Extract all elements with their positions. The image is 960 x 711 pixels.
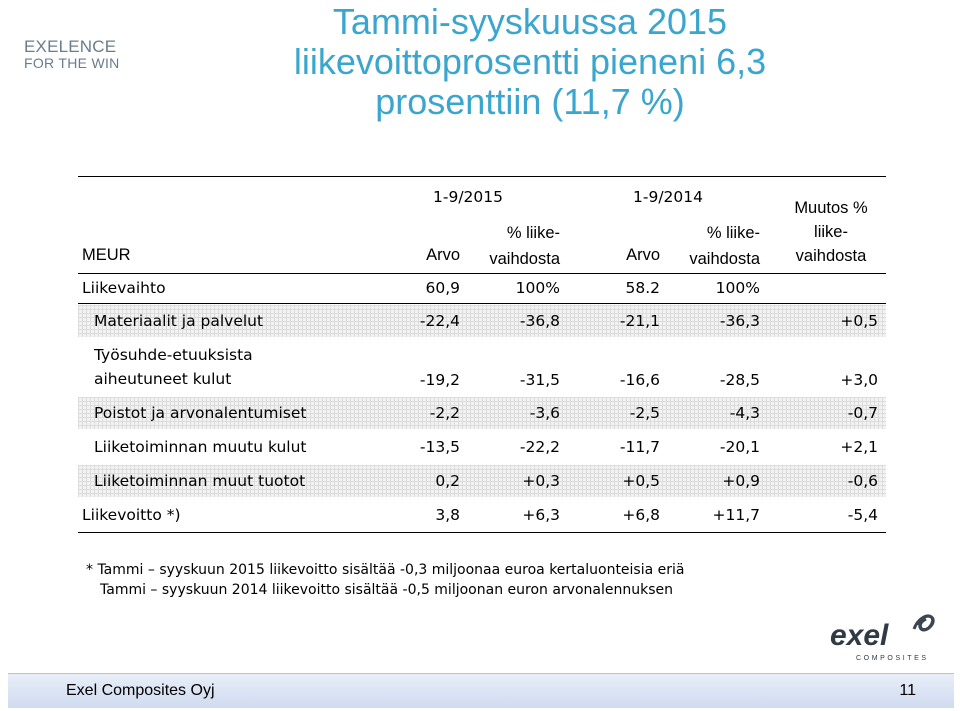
logo-sub: COMPOSITES	[856, 655, 929, 662]
table-row: Materiaalit ja palvelut -22,4 -36,8 -21,…	[78, 305, 886, 337]
row-label: Poistot ja arvonalentumiset	[94, 404, 307, 422]
pct-header-2014-l2: vaihdosta	[689, 250, 760, 268]
value-2014: 58.2	[625, 279, 660, 297]
value-2015: -13,5	[419, 438, 460, 456]
pct-2014: 100%	[715, 279, 760, 297]
row-label: Liikevaihto	[82, 279, 166, 297]
change-pct: +0,5	[840, 312, 878, 330]
pct-header-2014: % liike- vaihdosta	[668, 220, 760, 272]
brand-logo: EXELENCE FOR THE WIN	[24, 38, 120, 72]
pct-header-2014-l1: % liike-	[706, 224, 760, 242]
value-2015: -22,4	[419, 312, 460, 330]
arvo-header-2015: Arvo	[426, 246, 460, 264]
change-pct: +2,1	[840, 438, 878, 456]
pct-2014: -4,3	[729, 404, 760, 422]
pct-header-2015-l2: vaihdosta	[489, 250, 560, 268]
row-label: Liiketoiminnan muutu kulut	[94, 438, 307, 456]
brand-line1: EXELENCE	[24, 37, 117, 56]
title-line1: Tammi-syyskuussa 2015	[332, 1, 728, 42]
pct-2015: 100%	[515, 279, 560, 297]
change-pct: -0,7	[847, 404, 878, 422]
table-row: Työsuhde-etuuksista aiheutuneet kulut -1…	[78, 339, 886, 395]
table-row: Poistot ja arvonalentumiset -2,2 -3,6 -2…	[78, 397, 886, 429]
title-line3: prosenttiin (11,7 %)	[375, 81, 685, 122]
change-header: Muutos % liike- vaihdosta	[778, 196, 884, 268]
value-2015: -2,2	[429, 404, 460, 422]
value-2014: +0,5	[622, 472, 660, 490]
footnote-2: Tammi – syyskuun 2014 liikevoitto sisält…	[100, 582, 673, 598]
pct-header-2015-l1: % liike-	[506, 224, 560, 242]
table-row: Liikevoitto *) 3,8 +6,3 +6,8 +11,7 -5,4	[78, 499, 886, 531]
brand-line2: FOR THE WIN	[24, 55, 120, 71]
pct-2014: +11,7	[712, 506, 761, 524]
row-label-line1: Työsuhde-etuuksista	[94, 346, 253, 364]
value-2015: 60,9	[425, 279, 460, 297]
row-label-line2: aiheutuneet kulut	[94, 370, 232, 388]
row-rule	[78, 303, 886, 304]
exel-logo-graphic: exel COMPOSITES	[830, 614, 935, 662]
value-2014: -21,1	[619, 312, 660, 330]
row-label: Liikevoitto *)	[82, 506, 181, 524]
pct-2014: -36,3	[719, 312, 760, 330]
change-header-line3: vaihdosta	[795, 247, 867, 265]
pct-2014: +0,9	[722, 472, 760, 490]
pct-2015: -22,2	[519, 438, 560, 456]
period-2015: 1-9/2015	[433, 188, 503, 206]
pct-2015: -36,8	[519, 312, 560, 330]
header-rule	[78, 273, 886, 274]
table-top-rule	[78, 176, 886, 177]
table-row: Liiketoiminnan muutu kulut -13,5 -22,2 -…	[78, 431, 886, 463]
change-pct: -0,6	[847, 472, 878, 490]
value-2014: -16,6	[619, 371, 660, 389]
value-2014: +6,8	[622, 506, 660, 524]
value-2015: 3,8	[435, 506, 460, 524]
period-2014: 1-9/2014	[633, 188, 703, 206]
pct-2015: -3,6	[529, 404, 560, 422]
pct-2015: -31,5	[519, 371, 560, 389]
row-label: Materiaalit ja palvelut	[94, 312, 264, 330]
pct-2015: +6,3	[522, 506, 560, 524]
change-pct: +3,0	[840, 371, 878, 389]
pct-header-2015: % liike- vaihdosta	[468, 220, 560, 272]
value-2015: -19,2	[419, 371, 460, 389]
logo-word: exel	[830, 619, 889, 652]
footer-company: Exel Composites Oyj	[66, 682, 215, 699]
exel-composites-logo: exel COMPOSITES	[826, 611, 941, 663]
slide-title: Tammi-syyskuussa 2015 liikevoittoprosent…	[230, 2, 830, 122]
change-header-line2: liike-	[814, 223, 848, 241]
arvo-header-2014: Arvo	[626, 246, 660, 264]
title-line2: liikevoittoprosentti pieneni 6,3	[293, 41, 767, 82]
change-pct: -5,4	[847, 506, 878, 524]
value-2014: -2,5	[629, 404, 660, 422]
page-number: 11	[899, 682, 916, 699]
row-label: Työsuhde-etuuksista aiheutuneet kulut	[94, 343, 253, 391]
footnote-1: * Tammi – syyskuun 2015 liikevoitto sisä…	[86, 562, 685, 578]
pct-2014: -28,5	[719, 371, 760, 389]
footer-bar: Exel Composites Oyj 11	[8, 673, 954, 708]
row-label: Liiketoiminnan muut tuotot	[94, 472, 306, 490]
table-row: Liiketoiminnan muut tuotot 0,2 +0,3 +0,5…	[78, 465, 886, 497]
pct-2014: -20,1	[719, 438, 760, 456]
value-2014: -11,7	[619, 438, 660, 456]
table-bottom-rule	[78, 532, 886, 533]
footnotes: * Tammi – syyskuun 2015 liikevoitto sisä…	[86, 560, 685, 600]
value-2015: 0,2	[435, 472, 460, 490]
unit-header: MEUR	[82, 246, 131, 264]
change-header-line1: Muutos %	[794, 199, 868, 217]
table-row: Liikevaihto 60,9 100% 58.2 100%	[78, 275, 886, 302]
pct-2015: +0,3	[522, 472, 560, 490]
